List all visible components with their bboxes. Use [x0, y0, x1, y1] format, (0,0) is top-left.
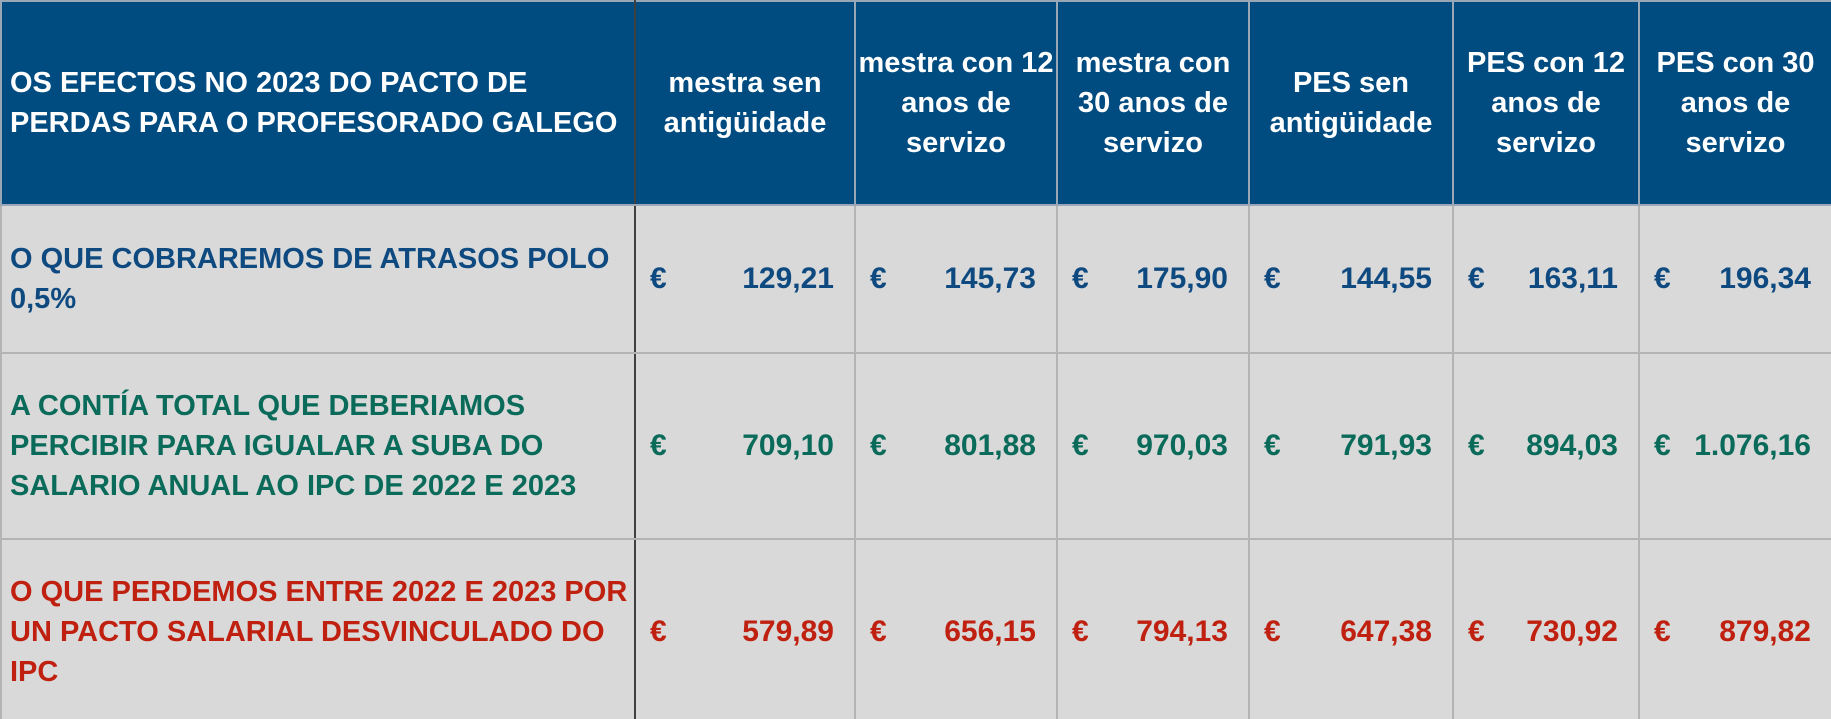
currency-symbol: € [1654, 614, 1671, 648]
header-row: OS EFECTOS NO 2023 DO PACTO DE PERDAS PA… [0, 0, 1831, 206]
amount-value: 970,03 [1136, 429, 1228, 462]
value-cell: €145,73 [854, 204, 1058, 354]
amount-value: 1.076,16 [1694, 429, 1811, 462]
amount-value: 894,03 [1526, 429, 1618, 462]
amount-value: 196,34 [1719, 262, 1811, 295]
value-cell: €1.076,16 [1638, 352, 1831, 540]
column-header-mestra-sen-antiguidade: mestra sen antigüidade [634, 0, 856, 206]
currency-symbol: € [1468, 429, 1485, 462]
column-header-pes-sen-antiguidade: PES sen antigüidade [1248, 0, 1454, 206]
column-header-mestra-12-anos: mestra con 12 anos de servizo [854, 0, 1058, 206]
column-header-pes-12-anos: PES con 12 anos de servizo [1452, 0, 1640, 206]
currency-symbol: € [1072, 262, 1089, 295]
table-row-perdas: O QUE PERDEMOS ENTRE 2022 E 2023 POR UN … [0, 538, 1831, 719]
value-cell: €894,03 [1452, 352, 1640, 540]
value-cell: €791,93 [1248, 352, 1454, 540]
value-cell: €656,15 [854, 538, 1058, 719]
currency-symbol: € [1072, 614, 1089, 648]
currency-symbol: € [870, 614, 887, 648]
row-label-atrasos: O QUE COBRAREMOS DE ATRASOS POLO 0,5% [0, 204, 636, 354]
amount-value: 801,88 [944, 429, 1036, 462]
currency-symbol: € [1468, 614, 1485, 648]
value-cell: €175,90 [1056, 204, 1250, 354]
value-cell: €879,82 [1638, 538, 1831, 719]
amount-value: 129,21 [742, 262, 834, 295]
value-cell: €730,92 [1452, 538, 1640, 719]
value-cell: €794,13 [1056, 538, 1250, 719]
value-cell: €647,38 [1248, 538, 1454, 719]
currency-symbol: € [1264, 429, 1281, 462]
value-cell: €709,10 [634, 352, 856, 540]
amount-value: 145,73 [944, 262, 1036, 295]
amount-value: 879,82 [1719, 614, 1811, 648]
table-row-atrasos: O QUE COBRAREMOS DE ATRASOS POLO 0,5% €1… [0, 204, 1831, 354]
row-label-perdas: O QUE PERDEMOS ENTRE 2022 E 2023 POR UN … [0, 538, 636, 719]
currency-symbol: € [1654, 429, 1671, 462]
value-cell: €579,89 [634, 538, 856, 719]
amount-value: 709,10 [742, 429, 834, 462]
amount-value: 791,93 [1340, 429, 1432, 462]
table-row-contia-total: A CONTÍA TOTAL QUE DEBERIAMOS PERCIBIR P… [0, 352, 1831, 540]
currency-symbol: € [1654, 262, 1671, 295]
currency-symbol: € [1072, 429, 1089, 462]
column-header-mestra-30-anos: mestra con 30 anos de servizo [1056, 0, 1250, 206]
row-label-contia-total: A CONTÍA TOTAL QUE DEBERIAMOS PERCIBIR P… [0, 352, 636, 540]
value-cell: €129,21 [634, 204, 856, 354]
column-header-pes-30-anos: PES con 30 anos de servizo [1638, 0, 1831, 206]
value-cell: €144,55 [1248, 204, 1454, 354]
value-cell: €163,11 [1452, 204, 1640, 354]
amount-value: 579,89 [742, 614, 834, 648]
currency-symbol: € [1264, 614, 1281, 648]
value-cell: €970,03 [1056, 352, 1250, 540]
currency-symbol: € [650, 614, 667, 648]
amount-value: 144,55 [1340, 262, 1432, 295]
amount-value: 163,11 [1527, 262, 1618, 295]
currency-symbol: € [1264, 262, 1281, 295]
amount-value: 730,92 [1526, 614, 1618, 648]
currency-symbol: € [650, 429, 667, 462]
currency-symbol: € [870, 429, 887, 462]
currency-symbol: € [870, 262, 887, 295]
amount-value: 647,38 [1340, 614, 1432, 648]
amount-value: 656,15 [944, 614, 1036, 648]
value-cell: €801,88 [854, 352, 1058, 540]
table-title: OS EFECTOS NO 2023 DO PACTO DE PERDAS PA… [0, 0, 636, 206]
value-cell: €196,34 [1638, 204, 1831, 354]
amount-value: 794,13 [1136, 614, 1228, 648]
amount-value: 175,90 [1136, 262, 1228, 295]
currency-symbol: € [650, 262, 667, 295]
currency-symbol: € [1468, 262, 1485, 295]
